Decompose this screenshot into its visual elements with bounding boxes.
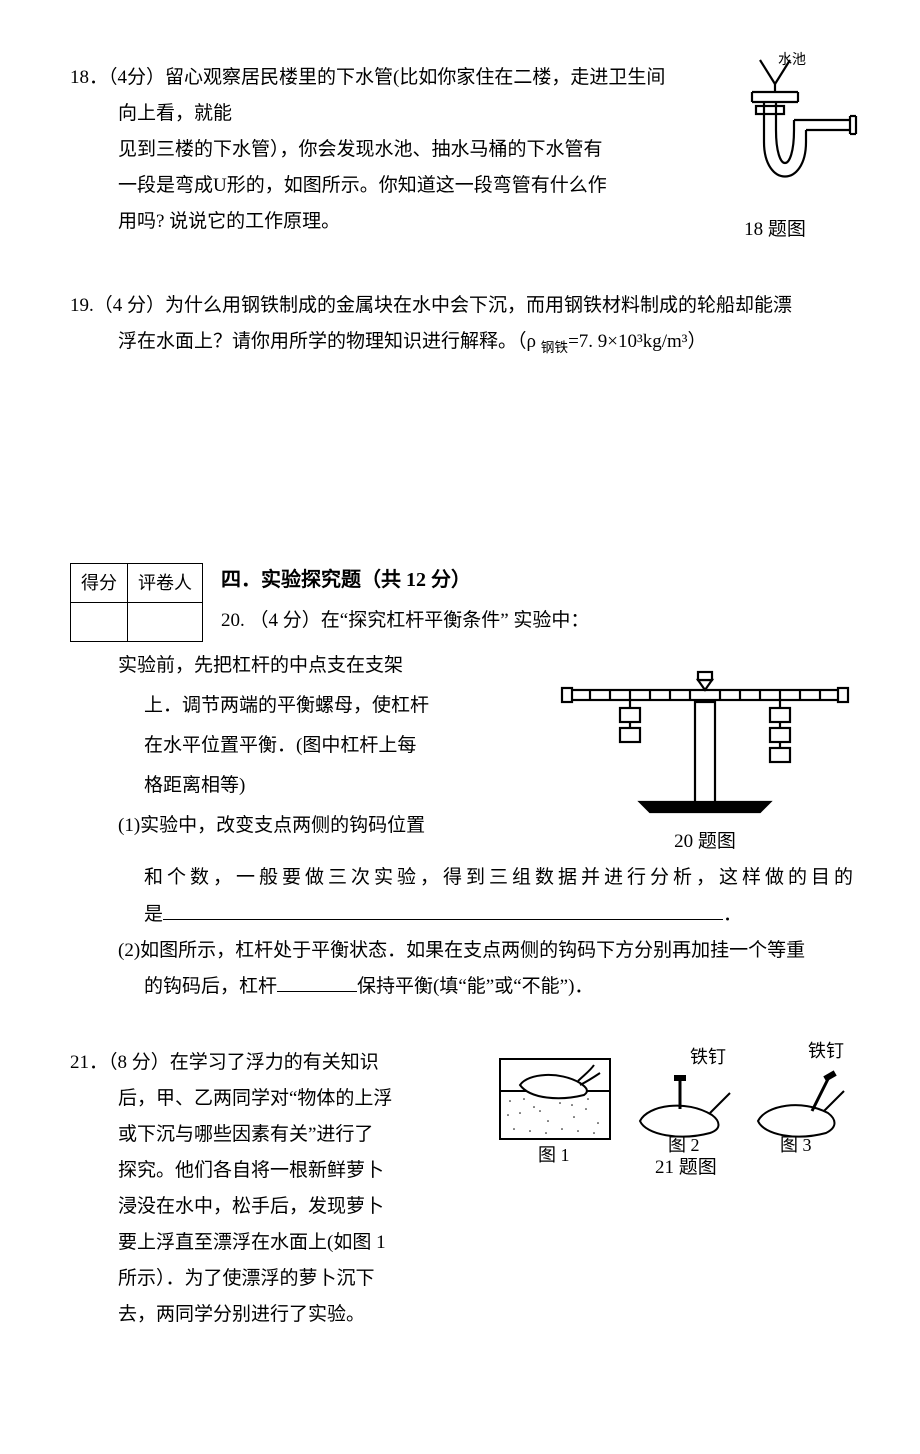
q20-p2-l2: 和个数，一般要做三次实验，得到三组数据并进行分析，这样做的目的 [70, 860, 860, 896]
blank-q20-2 [277, 970, 357, 992]
score-box-blank1 [71, 603, 128, 642]
label-basin: 水池 [778, 52, 806, 68]
svg-q20-lever [550, 652, 860, 822]
q21-l7: 所示）．为了使漂浮的萝卜沉下 [70, 1261, 860, 1297]
score-box-right: 评卷人 [128, 563, 203, 602]
label-nail-3: 铁钉 [808, 1041, 844, 1061]
section-4-header: 得分 评卷人 四．实验探究题（共 12 分） 20. （4 分）在“探究杠杆平衡… [70, 561, 860, 642]
q20-p2-before: 是 [144, 904, 163, 925]
q21-l5: 浸没在水中，松手后，发现萝卜 [70, 1189, 860, 1225]
figure-q20: 20 题图 [550, 652, 860, 860]
score-box-left: 得分 [71, 563, 128, 602]
svg-q18-pipe: 水池 [690, 50, 860, 210]
q18-number: 18．（4分） [70, 67, 165, 88]
question-18: 水池 [70, 60, 860, 248]
q19-sub: 钢铁 [541, 340, 568, 355]
q20-stem-line: 20. （4 分）在“探究杠杆平衡条件” 实验中： [221, 603, 860, 639]
q21-number: 21．（8 分） [70, 1052, 170, 1073]
caption-fig2: 图 2 [668, 1135, 700, 1155]
question-20: 20 题图 实验前，先把杠杆的中点支在支架 上．调节两端的平衡螺母，使杠杆 在水… [70, 646, 860, 1004]
q20-p3-l1: (2)如图所示，杠杆处于平衡状态．如果在支点两侧的钩码下方分别再加挂一个等重 [70, 933, 860, 969]
caption-q21-main: 21 题图 [655, 1157, 717, 1178]
q19-text1: 为什么用钢铁制成的金属块在水中会下沉，而用钢铁材料制成的轮船却能漂 [165, 295, 792, 316]
svg-q21: 铁钉 铁钉 图 1 图 2 图 3 21 题图 [490, 1041, 860, 1181]
q19-number: 19.（4 分） [70, 295, 165, 316]
caption-q20: 20 题图 [550, 824, 860, 860]
question-21: 铁钉 铁钉 图 1 图 2 图 3 21 题图 [70, 1045, 860, 1334]
question-19: 19.（4 分）为什么用钢铁制成的金属块在水中会下沉，而用钢铁材料制成的轮船却能… [70, 288, 860, 361]
q20-stem: 在“探究杠杆平衡条件” 实验中： [321, 610, 590, 631]
section-4-title: 四．实验探究题（共 12 分） [221, 561, 860, 599]
q20-p3-before: 的钩码后，杠杆 [144, 976, 277, 997]
score-box-blank2 [128, 603, 203, 642]
q19-line2: 浮在水面上？请你用所学的物理知识进行解释。（ρ 钢铁=7. 9×10³kg/m³… [70, 324, 860, 361]
q20-number: 20. （4 分） [221, 610, 321, 631]
q20-p3-l2: 的钩码后，杠杆 保持平衡(填“能”或“不能”)． [70, 969, 860, 1005]
q20-p3-after: 保持平衡(填“能”或“不能”)． [357, 976, 593, 997]
q19-text2b: =7. 9×10³kg/m³） [568, 331, 706, 352]
blank-q20-1 [163, 898, 723, 920]
caption-fig1: 图 1 [538, 1145, 570, 1165]
figure-q18: 水池 [690, 50, 860, 248]
q20-p2-blank: 是． [70, 897, 860, 933]
score-box: 得分 评卷人 [70, 563, 203, 642]
q21-t1: 在学习了浮力的有关知识 [170, 1052, 379, 1073]
q21-l6: 要上浮直至漂浮在水面上(如图 1 [70, 1225, 860, 1261]
figure-q21: 铁钉 铁钉 图 1 图 2 图 3 21 题图 [490, 1041, 860, 1181]
q19-text2a: 浮在水面上？请你用所学的物理知识进行解释。（ρ [118, 331, 541, 352]
q19-line1: 19.（4 分）为什么用钢铁制成的金属块在水中会下沉，而用钢铁材料制成的轮船却能… [70, 288, 860, 324]
caption-fig3: 图 3 [780, 1135, 812, 1155]
label-nail-2: 铁钉 [690, 1047, 726, 1067]
q21-l8: 去，两同学分别进行了实验。 [70, 1297, 860, 1333]
q20-p2-after: ． [723, 904, 742, 925]
caption-q18: 18 题图 [690, 212, 860, 248]
q18-text1: 留心观察居民楼里的下水管(比如你家住在二楼，走进卫生间向上看，就能 [118, 67, 665, 124]
